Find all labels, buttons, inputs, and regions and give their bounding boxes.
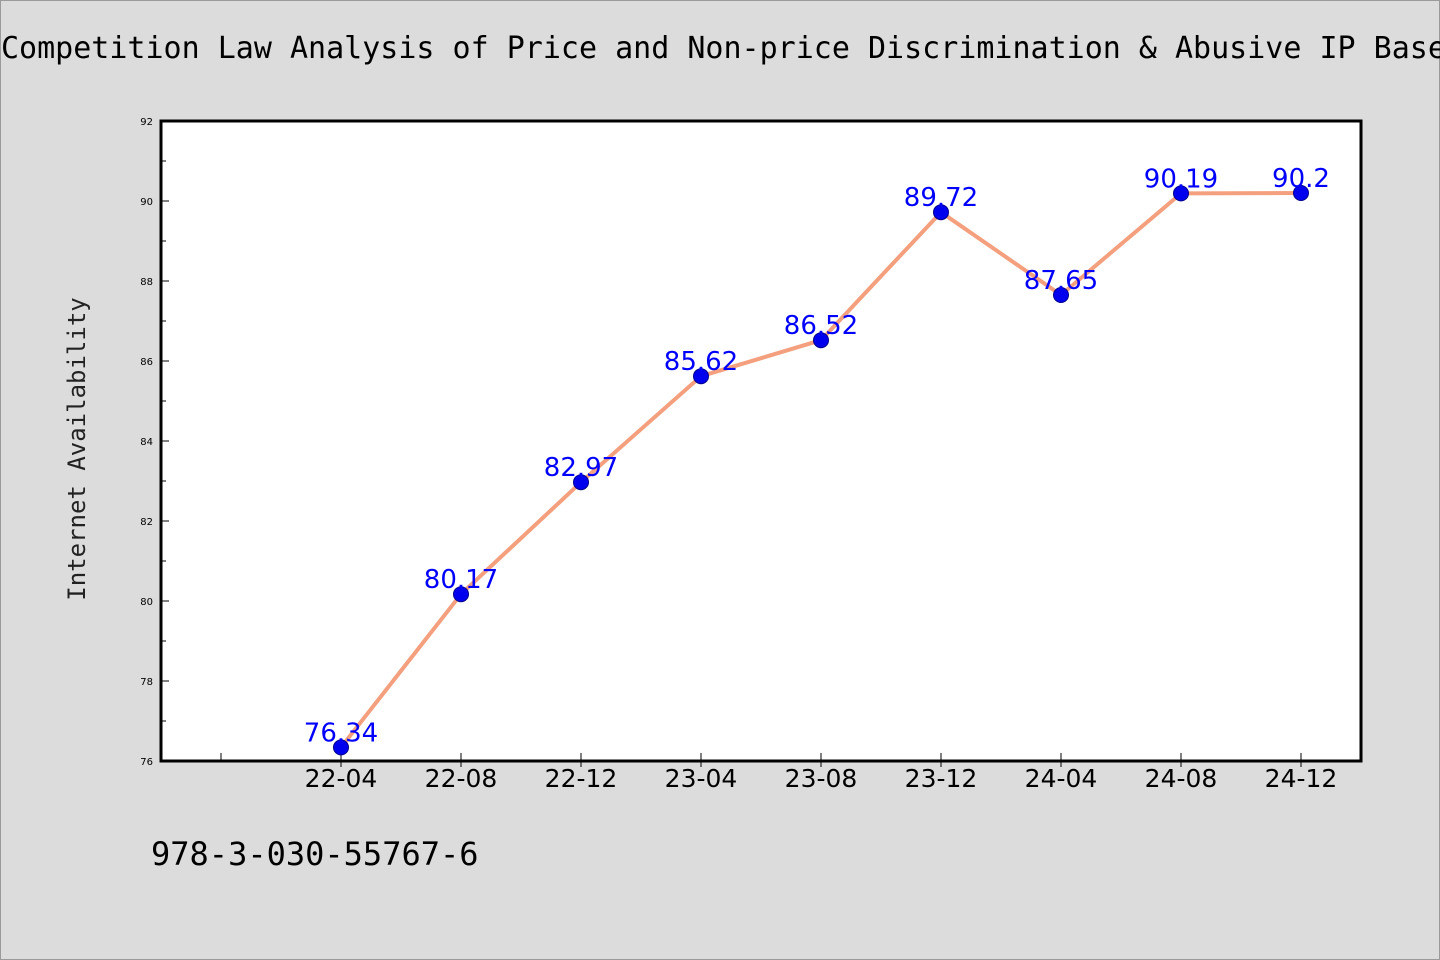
x-axis: 22-04 22-08 22-12 23-04 23-08 23-12 24-04 24-08… [220, 753, 1338, 793]
x-tick-label: 22-12 [545, 764, 618, 793]
y-tick-label: 76 [140, 757, 153, 768]
data-labels: 76.34 80.17 82.97 85.62 86.52 89.72 87.65 90.19… [304, 164, 1330, 748]
data-point [1053, 287, 1069, 303]
data-label: 85.62 [664, 347, 738, 377]
x-tick-label: 24-04 [1025, 764, 1098, 793]
x-tick-label: 23-12 [905, 764, 978, 793]
x-tick-label: 24-12 [1265, 764, 1338, 793]
data-label: 82.97 [544, 453, 618, 483]
chart-title: Competition Law Analysis of Price and No… [1, 31, 1440, 66]
y-tick-label: 82 [140, 517, 153, 528]
y-tick-label: 88 [140, 277, 153, 288]
data-point [933, 204, 949, 221]
data-label: 89.72 [904, 183, 978, 213]
data-label: 90.19 [1144, 164, 1218, 194]
footer-text: 978-3-030-55767-6 [151, 835, 479, 873]
data-point [453, 586, 469, 603]
data-point [573, 474, 589, 491]
data-label: 86.52 [784, 311, 858, 341]
y-tick-label: 80 [140, 597, 153, 608]
data-point [813, 332, 829, 349]
data-label: 90.2 [1272, 164, 1330, 194]
plot-area [161, 121, 1361, 761]
series-markers [333, 185, 1309, 756]
x-tick-label: 22-04 [305, 764, 378, 793]
x-tick-label: 23-08 [785, 764, 858, 793]
x-tick-label: 23-04 [665, 764, 738, 793]
data-label: 76.34 [304, 718, 378, 748]
x-tick-label: 24-08 [1145, 764, 1218, 793]
data-point [693, 368, 709, 385]
data-point [333, 739, 349, 756]
data-label: 80.17 [424, 565, 498, 595]
y-tick-label: 78 [140, 677, 153, 688]
data-point [1293, 185, 1309, 201]
y-tick-label: 86 [140, 357, 153, 368]
data-label: 87.65 [1024, 266, 1098, 296]
y-tick-label: 90 [140, 197, 153, 208]
plot-frame [159, 119, 1363, 763]
x-tick-label: 22-08 [425, 764, 498, 793]
y-tick-label: 84 [140, 437, 153, 448]
y-tick-label: 92 [140, 117, 153, 128]
data-point [1173, 185, 1189, 202]
